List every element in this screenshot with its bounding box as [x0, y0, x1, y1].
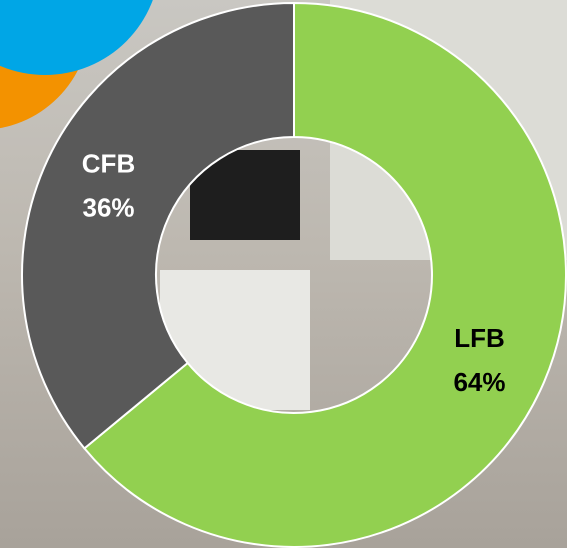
decor-blue	[0, 0, 153, 75]
segment-label: CFB	[82, 149, 135, 179]
value-label: 64%	[453, 367, 505, 397]
donut: LFB 64% CFB 36%	[21, 1, 567, 548]
segment-label: LFB	[454, 323, 505, 353]
donut-segment	[21, 1, 295, 450]
value-label: 36%	[82, 193, 134, 223]
donut-segment	[83, 1, 567, 548]
